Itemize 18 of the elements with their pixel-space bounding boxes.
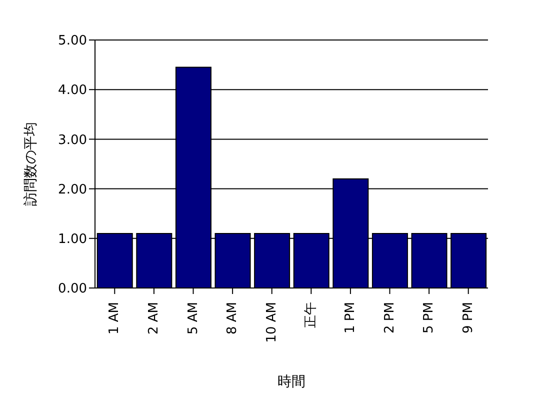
x-tick-label: 5 AM	[186, 302, 201, 335]
x-tick-label: 1 AM	[107, 302, 122, 335]
x-tick-label: 8 AM	[225, 302, 240, 335]
x-tick-label: 1 PM	[342, 302, 358, 334]
y-tick-label: 0.00	[58, 282, 87, 297]
y-tick-label: 5.00	[58, 34, 87, 49]
x-tick-label: 5 PM	[422, 302, 437, 334]
y-tick-label: 1.00	[58, 232, 87, 248]
x-tick-label: 正午	[304, 302, 319, 328]
y-tick-label: 3.00	[58, 132, 87, 148]
y-tick-label: 4.00	[58, 83, 87, 98]
y-axis-title: 訪問数の平均	[22, 122, 39, 206]
x-axis-title: 時間	[278, 374, 306, 390]
x-tick-label: 9 PM	[460, 302, 476, 334]
x-tick-label: 2 PM	[382, 302, 398, 334]
x-tick-label: 10 AM	[264, 302, 280, 343]
x-tick-label: 2 AM	[146, 302, 162, 335]
y-tick-label: 2.00	[58, 182, 87, 198]
